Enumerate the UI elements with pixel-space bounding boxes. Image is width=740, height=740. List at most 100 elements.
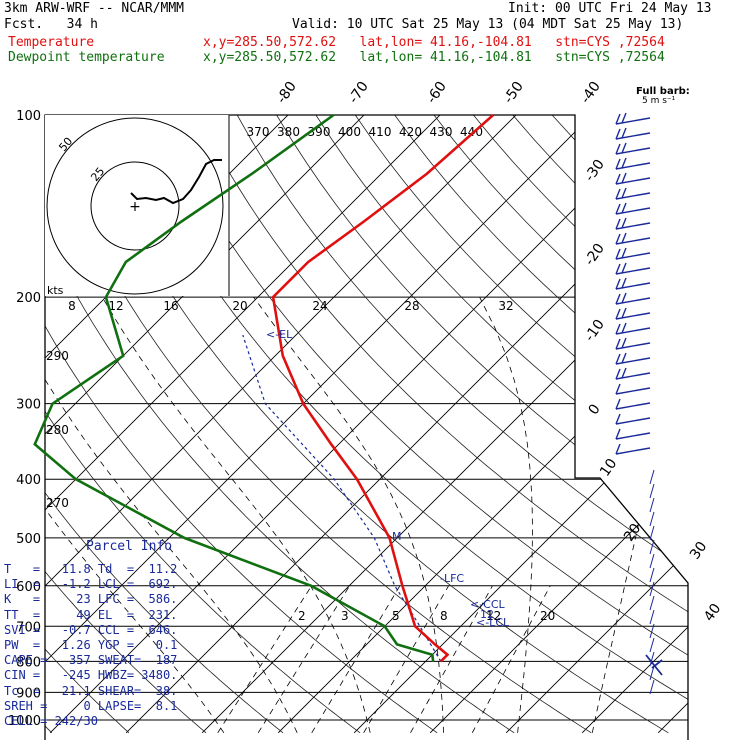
pressure-label-1000: 1000 (8, 714, 41, 729)
parcel-info-title: Parcel Info (86, 539, 173, 554)
wind-barb-flag-268 (615, 263, 621, 275)
low-wind-barb-484 (649, 483, 655, 499)
pressure-label-100: 100 (16, 109, 41, 124)
wind-barb-flag-448 (615, 443, 621, 455)
pressure-label-400: 400 (16, 473, 41, 488)
isotherm-label-1: -70 (346, 79, 372, 107)
parcel-path-line (242, 334, 442, 662)
low-wind-barb-526 (649, 525, 655, 541)
wind-barb-flag2-118 (621, 112, 627, 124)
wind-barb-flag2-253 (621, 247, 627, 259)
wind-barb-flag2-133 (621, 127, 627, 139)
isotherm-label-6: -20 (582, 241, 608, 269)
wind-barb-253 (615, 252, 651, 260)
isotherm-0 (277, 115, 688, 734)
wind-barb-flag2-223 (621, 217, 627, 229)
isotherm-label-0: -80 (274, 79, 300, 107)
mixing-ratio-5 (311, 585, 401, 734)
isotherm-label-4: -40 (578, 79, 604, 107)
wind-barb-flag2-283 (621, 277, 627, 289)
wind-barb-283 (615, 282, 651, 290)
low-wind-barb-582 (649, 581, 655, 597)
isotherm-40 (581, 115, 688, 734)
wind-barb-flag2-373 (621, 367, 627, 379)
wind-barb-133 (615, 132, 651, 140)
low-wind-barb-652 (649, 651, 655, 667)
header: 3km ARW-WRF -- NCAR/MMM Init: 00 UTC Fri… (0, 0, 740, 70)
barb-legend-title: Full barb: (636, 86, 690, 97)
isotherm-label-11: 30 (687, 539, 710, 563)
surface-wind-barb (645, 654, 663, 676)
wind-barbs (615, 112, 663, 695)
parcel-info-row: TT = 49 EL = 231. (4, 607, 178, 622)
parcel-info-row: SVI = -0.7 CCL = 646. (4, 622, 178, 637)
hodograph-trace (130, 159, 222, 205)
theta-label-3: 400 (338, 125, 361, 139)
pressure-label-300: 300 (16, 398, 41, 413)
temperature-legend: Temperature (8, 35, 95, 50)
wind-barb-flag-298 (615, 293, 621, 305)
mixing-ratio-label-5: 20 (540, 609, 555, 623)
mixing-ratio-label-3: 8 (440, 609, 448, 623)
low-wind-barb-624 (649, 623, 655, 639)
isotherm-label-8: 0 (586, 401, 604, 417)
mixing-ratio-label-4: 12 (486, 609, 501, 623)
dry-adiabat-330 (107, 115, 688, 734)
low-wind-barb-666 (649, 665, 655, 681)
wind-barb-flag-163 (615, 158, 621, 170)
isotherm-label-9: 10 (597, 456, 620, 480)
isotherm-60 (734, 87, 740, 733)
dry-adiabat-340 (146, 115, 688, 734)
wind-barb-flag2-343 (621, 337, 627, 349)
dry-adiabat-410 (413, 115, 688, 734)
parcel-info-row: Tc = 21.1 SHEAR= 38. (4, 683, 178, 698)
low-wind-barb-596 (649, 595, 655, 611)
parcel-info-row: T = 11.8 Td = 11.2 (4, 562, 178, 576)
isotherm--50 (45, 115, 545, 734)
low-wind-barb-568 (649, 567, 655, 583)
wind-barb-358 (615, 357, 651, 365)
wind-barb-flag-208 (615, 203, 621, 215)
m-marker: M (392, 530, 402, 543)
mixing-ratio-labels: 2 3 5 8 12 20 (298, 609, 555, 623)
dry-adiabat-400 (375, 115, 688, 734)
wind-barb-433 (615, 432, 651, 440)
parcel-info-row: SREH = 0 LAPSE= 8.1 (4, 698, 178, 713)
wind-barb-flag-238 (615, 233, 621, 245)
isotherm-label-12: 40 (701, 601, 724, 625)
wind-barb-flag-418 (615, 413, 621, 425)
hodograph-speed-label-0: 8 (68, 299, 76, 313)
init-time: Init: 00 UTC Fri 24 May 13 (508, 1, 712, 16)
wind-barb-flag2-328 (621, 322, 627, 334)
twelve-marker: 12 (480, 608, 494, 621)
lfc-marker: -LFC (440, 572, 464, 585)
wind-barb-flag-373 (615, 368, 621, 380)
wind-barb-148 (615, 147, 651, 155)
wind-barb-268 (615, 267, 651, 275)
theta-label-0: 370 (247, 125, 270, 139)
dewpoint-legend: Dewpoint temperature (8, 50, 165, 65)
wind-barb-flag2-148 (621, 142, 627, 154)
dry-adiabat-380 (298, 115, 688, 734)
pressure-label-700: 700 (16, 620, 41, 635)
wind-barb-418 (615, 417, 651, 425)
wind-barb-118 (615, 117, 651, 125)
forecast-hour: Fcst. 34 h (4, 17, 98, 32)
wind-barb-238 (615, 237, 651, 245)
wind-barb-298 (615, 297, 651, 305)
isotherm--10 (201, 115, 688, 734)
moist-adiabat-30 (479, 296, 533, 733)
low-wind-barb-470 (649, 469, 655, 485)
temperature-location: x,y=285.50,572.62 lat,lon= 41.16,-104.81… (203, 35, 665, 50)
parcel-info-row: PW = 1.26 YGP = 0.1 (4, 638, 178, 652)
isotherm-label-5: -30 (582, 157, 608, 185)
dry-adiabat-360 (222, 115, 688, 734)
isotherm-labels: -80 -70 -60 -50 -40 -30 -20 -10 0 10 20 30 40 (274, 79, 725, 625)
barb-legend-unit: 5 m s⁻¹ (642, 96, 676, 106)
wind-barb-flag2-268 (621, 262, 627, 274)
ccl-marker: <-CCL (470, 598, 506, 611)
theta-label-1: 380 (277, 125, 300, 139)
dry-adiabat-440 (528, 115, 688, 734)
